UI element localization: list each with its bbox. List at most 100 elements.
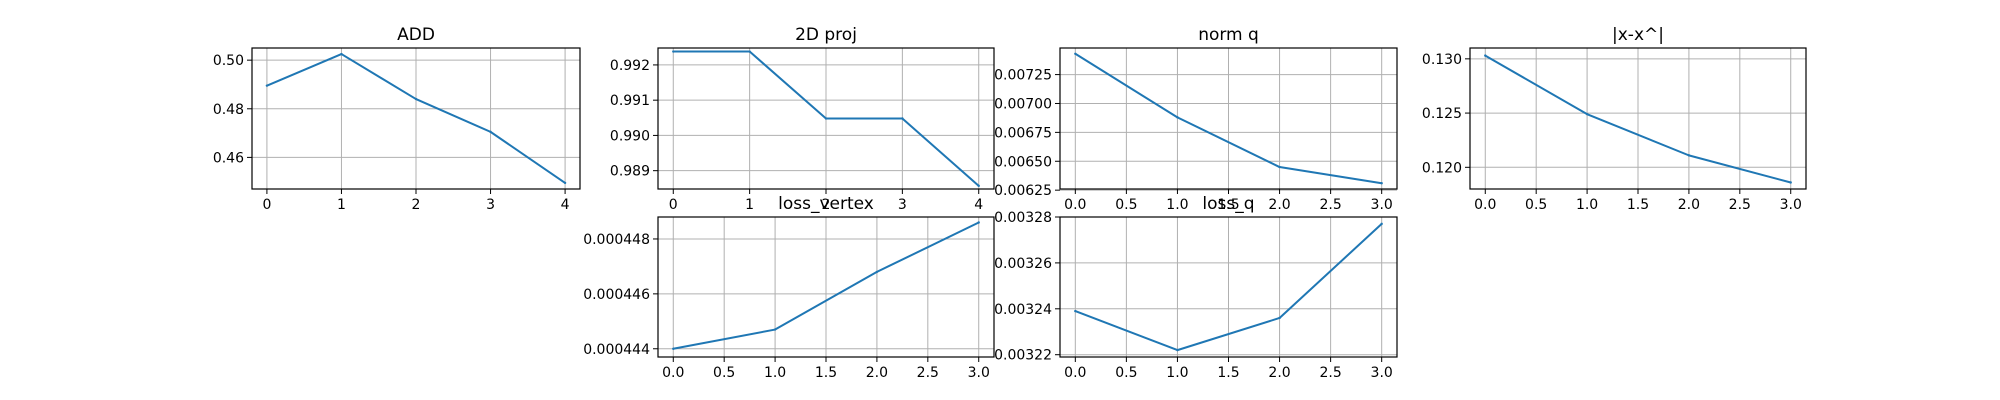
data-point bbox=[563, 181, 567, 185]
y-tick-label: 0.00725 bbox=[994, 68, 1052, 84]
x-tick-label: 1.0 bbox=[1166, 365, 1188, 381]
x-tick-label: 4 bbox=[561, 197, 570, 213]
x-tick-label: 1.0 bbox=[1576, 197, 1598, 213]
data-point bbox=[1687, 154, 1691, 157]
y-tick-label: 0.00322 bbox=[994, 348, 1052, 364]
subplot-lossq: 0.0 0.5 1.0 1.5 2.0 2.5 3.0 0.00322 0.00324 0.003… bbox=[994, 194, 1398, 381]
data-point bbox=[773, 328, 777, 331]
x-tick-label: 3 bbox=[898, 197, 907, 213]
x-tick-label: 2 bbox=[822, 197, 831, 213]
subplot-add: 0 1 2 3 4 0.46 0.48 0.50 ADD bbox=[213, 25, 581, 213]
y-tick-label: 0.48 bbox=[213, 102, 244, 118]
x-tick-label: 0.0 bbox=[1064, 197, 1086, 213]
y-tick-label: 0.989 bbox=[610, 164, 650, 180]
x-tick-label: 1.0 bbox=[1166, 197, 1188, 213]
data-point bbox=[977, 184, 980, 188]
y-tick-label: 0.000448 bbox=[583, 232, 650, 248]
x-tick-label: 0 bbox=[262, 197, 271, 213]
x-tick-label: 2.0 bbox=[1268, 365, 1290, 381]
y-tick-label: 0.125 bbox=[1422, 106, 1462, 122]
x-tick-label: 1.5 bbox=[1217, 197, 1239, 213]
x-tick-label: 0.0 bbox=[1474, 197, 1496, 213]
data-point bbox=[875, 270, 879, 274]
data-point bbox=[1074, 52, 1077, 55]
data-point bbox=[489, 130, 492, 134]
x-tick-label: 2 bbox=[412, 197, 421, 213]
subplot-title: loss_vertex bbox=[778, 194, 874, 214]
data-point bbox=[977, 221, 980, 224]
subplot-xdiff: 0.0 0.5 1.0 1.5 2.0 2.5 3.0 0.120 0.125 0.130 |x-x… bbox=[1422, 25, 1807, 213]
x-tick-label: 1 bbox=[745, 197, 754, 213]
y-tick-label: 0.990 bbox=[610, 128, 650, 144]
x-tick-label: 1.5 bbox=[1627, 197, 1649, 213]
x-tick-label: 2.5 bbox=[1729, 197, 1751, 213]
y-tick-label: 0.50 bbox=[213, 53, 244, 69]
y-tick-label: 0.000446 bbox=[583, 287, 650, 303]
data-point bbox=[340, 52, 343, 56]
data-point bbox=[901, 117, 904, 120]
data-point bbox=[1278, 316, 1281, 320]
x-tick-label: 0.5 bbox=[1525, 197, 1547, 213]
data-point bbox=[1380, 182, 1383, 185]
data-point bbox=[265, 84, 269, 87]
x-tick-label: 0.0 bbox=[662, 365, 684, 381]
y-tick-label: 0.992 bbox=[610, 58, 650, 74]
y-tick-label: 0.00675 bbox=[994, 125, 1052, 141]
x-tick-label: 2.0 bbox=[1678, 197, 1700, 213]
subplot-title: norm q bbox=[1198, 25, 1259, 45]
subplot-normq: 0.0 0.5 1.0 1.5 2.0 2.5 3.0 0.00625 0.00650 0.006… bbox=[994, 25, 1398, 213]
series-line bbox=[1484, 54, 1791, 184]
x-tick-label: 2.0 bbox=[866, 365, 888, 381]
x-tick-label: 2.5 bbox=[1319, 197, 1341, 213]
x-tick-label: 3.0 bbox=[1780, 197, 1802, 213]
subplot-proj2d: 0 1 2 3 4 0.989 0.990 0.991 0.992 2D proj bbox=[610, 25, 995, 213]
data-point bbox=[1074, 309, 1077, 313]
subplot-title: 2D proj bbox=[795, 25, 857, 45]
y-tick-label: 0.00700 bbox=[994, 96, 1052, 112]
x-tick-label: 0.5 bbox=[1115, 197, 1137, 213]
x-tick-label: 3.0 bbox=[1371, 197, 1393, 213]
data-point bbox=[672, 347, 675, 350]
data-point bbox=[672, 50, 675, 53]
y-tick-label: 0.130 bbox=[1422, 52, 1462, 68]
data-point bbox=[1585, 112, 1589, 116]
subplot-title: |x-x^| bbox=[1612, 25, 1664, 45]
data-point bbox=[414, 97, 418, 101]
series-line bbox=[1074, 52, 1382, 185]
data-point bbox=[1380, 222, 1383, 226]
x-tick-label: 0 bbox=[669, 197, 678, 213]
x-tick-label: 2.5 bbox=[1319, 365, 1341, 381]
x-tick-label: 1.5 bbox=[1217, 365, 1239, 381]
data-point bbox=[824, 117, 828, 120]
y-tick-label: 0.00625 bbox=[994, 183, 1052, 199]
series-line bbox=[673, 221, 980, 350]
subplot-title: ADD bbox=[397, 25, 435, 45]
y-tick-label: 0.000444 bbox=[583, 342, 650, 358]
x-tick-label: 1 bbox=[337, 197, 346, 213]
x-tick-label: 1.0 bbox=[764, 365, 786, 381]
x-tick-label: 0.5 bbox=[713, 365, 735, 381]
y-tick-label: 0.00650 bbox=[994, 154, 1052, 170]
series-line bbox=[1074, 223, 1383, 352]
x-tick-label: 3.0 bbox=[1371, 365, 1393, 381]
y-tick-label: 0.00328 bbox=[994, 210, 1052, 226]
data-point bbox=[748, 50, 751, 53]
x-tick-label: 3 bbox=[486, 197, 495, 213]
y-tick-label: 0.991 bbox=[610, 93, 650, 109]
x-tick-label: 0.0 bbox=[1064, 365, 1086, 381]
data-point bbox=[1484, 54, 1487, 57]
x-tick-label: 3.0 bbox=[968, 365, 990, 381]
x-tick-label: 0.5 bbox=[1115, 365, 1137, 381]
data-point bbox=[1278, 165, 1281, 169]
y-tick-label: 0.46 bbox=[213, 150, 244, 166]
subplot-lossvertex: 0.0 0.5 1.0 1.5 2.0 2.5 3.0 0.000444 0.000446 0.0… bbox=[583, 194, 995, 381]
data-point bbox=[1176, 348, 1179, 352]
y-tick-label: 0.00324 bbox=[994, 302, 1052, 318]
y-tick-label: 0.120 bbox=[1422, 160, 1462, 176]
x-tick-label: 1.5 bbox=[815, 365, 837, 381]
x-tick-label: 2.0 bbox=[1268, 197, 1290, 213]
x-tick-label: 2.5 bbox=[917, 365, 939, 381]
data-point bbox=[1789, 181, 1792, 184]
x-tick-label: 4 bbox=[974, 197, 983, 213]
